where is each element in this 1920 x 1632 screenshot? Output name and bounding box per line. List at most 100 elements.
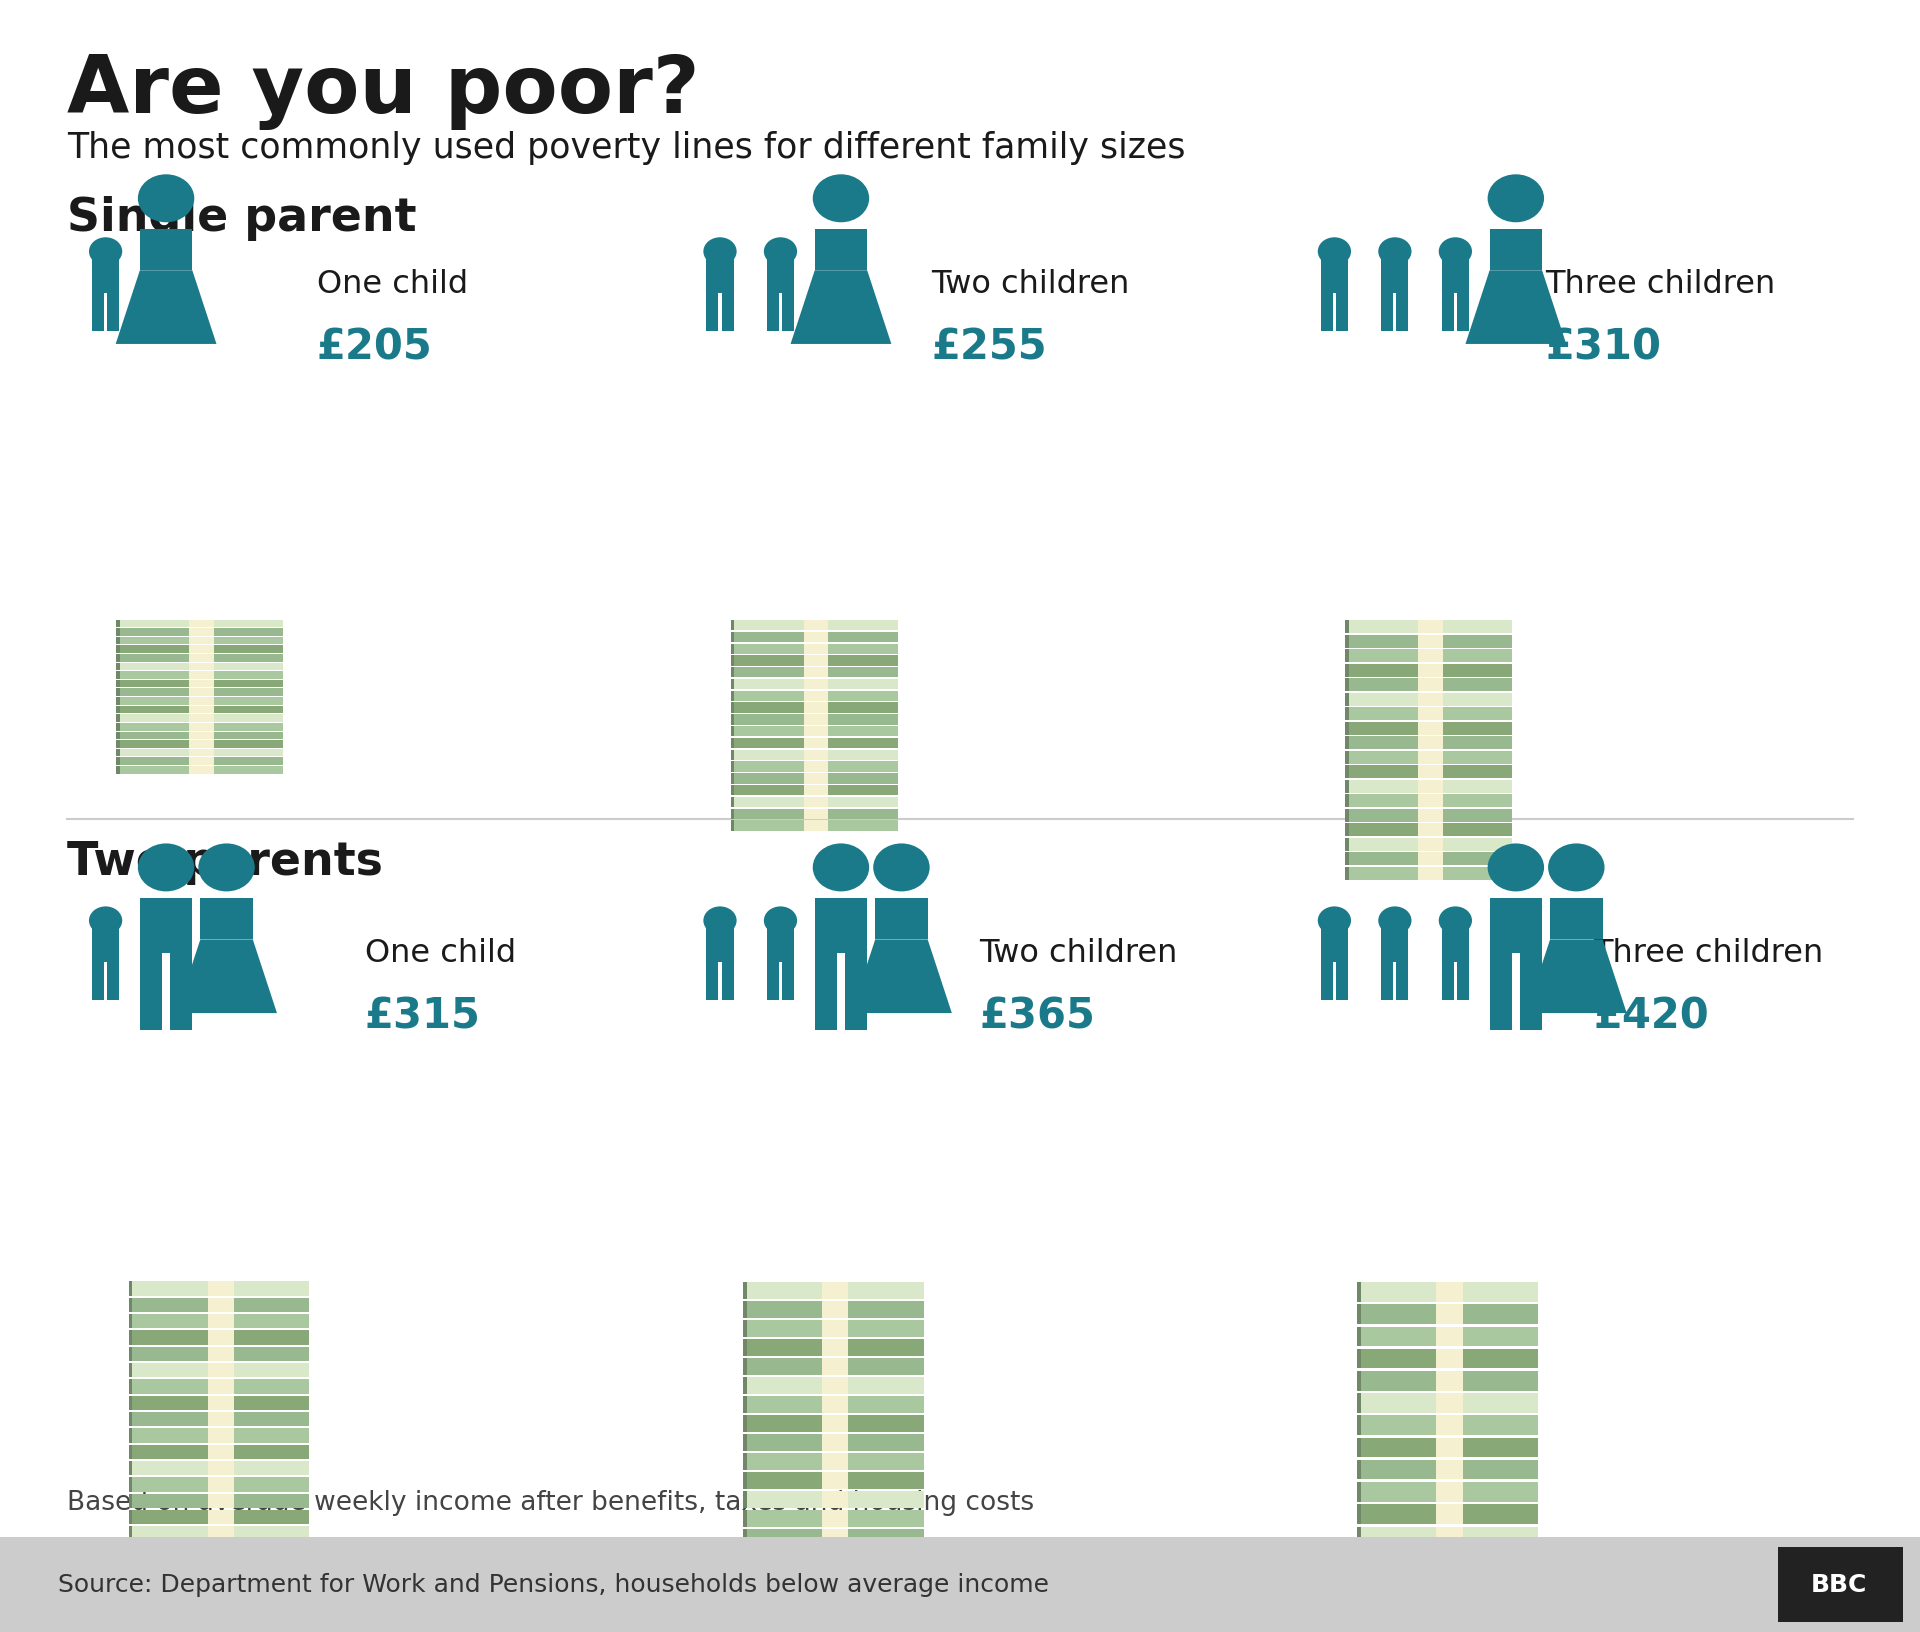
- Bar: [1357, 1348, 1538, 1368]
- Circle shape: [1317, 237, 1352, 266]
- Text: One child: One child: [317, 269, 468, 300]
- Bar: [822, 1567, 849, 1585]
- Polygon shape: [1490, 228, 1542, 271]
- Bar: [1348, 694, 1513, 705]
- Bar: [730, 643, 899, 654]
- Bar: [733, 738, 899, 747]
- Bar: [1321, 290, 1332, 331]
- Text: BBC: BBC: [1811, 1573, 1868, 1596]
- Bar: [1436, 1283, 1463, 1302]
- Bar: [1442, 256, 1469, 292]
- Bar: [1436, 1572, 1463, 1591]
- Bar: [119, 697, 284, 705]
- Bar: [1361, 1505, 1538, 1524]
- Bar: [743, 1549, 924, 1565]
- Bar: [207, 1379, 234, 1394]
- Polygon shape: [1465, 271, 1567, 344]
- Bar: [733, 620, 899, 630]
- Bar: [207, 1330, 234, 1345]
- Circle shape: [812, 844, 870, 891]
- Bar: [1521, 950, 1542, 1030]
- Bar: [207, 1542, 234, 1557]
- Bar: [1380, 925, 1409, 961]
- Bar: [814, 950, 837, 1030]
- Bar: [804, 667, 828, 677]
- Bar: [115, 628, 284, 636]
- Bar: [119, 705, 284, 713]
- Bar: [1357, 1482, 1538, 1501]
- Bar: [730, 762, 899, 772]
- Bar: [747, 1435, 924, 1451]
- Bar: [1419, 837, 1442, 850]
- Bar: [804, 821, 828, 831]
- Bar: [190, 741, 213, 747]
- Bar: [190, 757, 213, 765]
- Bar: [129, 1395, 309, 1410]
- Bar: [129, 1297, 309, 1312]
- Bar: [1361, 1572, 1538, 1591]
- Bar: [730, 667, 899, 677]
- Circle shape: [1488, 175, 1544, 222]
- Bar: [1436, 1526, 1463, 1546]
- Bar: [1436, 1394, 1463, 1413]
- Bar: [1344, 765, 1513, 778]
- Bar: [1348, 837, 1513, 850]
- Bar: [743, 1320, 924, 1337]
- Bar: [1357, 1616, 1538, 1632]
- Bar: [1348, 620, 1513, 633]
- Bar: [822, 1358, 849, 1374]
- Bar: [707, 925, 733, 961]
- Bar: [1357, 1593, 1538, 1612]
- Circle shape: [703, 237, 737, 266]
- Bar: [1396, 960, 1409, 1000]
- Bar: [1348, 867, 1513, 880]
- Bar: [743, 1415, 924, 1431]
- Bar: [1361, 1461, 1538, 1479]
- Bar: [1348, 650, 1513, 663]
- Bar: [119, 749, 284, 756]
- Bar: [132, 1379, 309, 1394]
- Bar: [129, 1510, 309, 1524]
- Bar: [132, 1281, 309, 1296]
- Bar: [207, 1444, 234, 1459]
- Bar: [733, 774, 899, 783]
- Bar: [733, 690, 899, 702]
- Bar: [115, 689, 284, 695]
- Bar: [722, 960, 733, 1000]
- Bar: [129, 1314, 309, 1328]
- Bar: [1348, 635, 1513, 648]
- Polygon shape: [1526, 940, 1626, 1013]
- Bar: [743, 1435, 924, 1451]
- Polygon shape: [1549, 898, 1603, 940]
- Bar: [730, 808, 899, 819]
- Bar: [1321, 960, 1332, 1000]
- Bar: [1357, 1415, 1538, 1435]
- Bar: [1361, 1593, 1538, 1612]
- Bar: [733, 679, 899, 689]
- Bar: [804, 726, 828, 736]
- Bar: [207, 1297, 234, 1312]
- Text: Three children: Three children: [1594, 938, 1824, 969]
- Bar: [1344, 795, 1513, 808]
- Bar: [733, 808, 899, 819]
- Bar: [92, 925, 119, 961]
- Bar: [190, 620, 213, 627]
- Bar: [1344, 809, 1513, 821]
- Bar: [129, 1526, 309, 1541]
- Bar: [1344, 635, 1513, 648]
- Bar: [747, 1452, 924, 1470]
- Bar: [129, 1346, 309, 1361]
- Bar: [822, 1415, 849, 1431]
- Bar: [804, 785, 828, 795]
- Bar: [207, 1559, 234, 1573]
- Bar: [804, 796, 828, 808]
- Bar: [730, 796, 899, 808]
- Bar: [132, 1493, 309, 1508]
- Text: £255: £255: [931, 326, 1046, 369]
- Bar: [743, 1529, 924, 1546]
- Bar: [730, 632, 899, 641]
- Bar: [1357, 1327, 1538, 1346]
- Bar: [1361, 1616, 1538, 1632]
- Bar: [1419, 867, 1442, 880]
- Bar: [1380, 256, 1409, 292]
